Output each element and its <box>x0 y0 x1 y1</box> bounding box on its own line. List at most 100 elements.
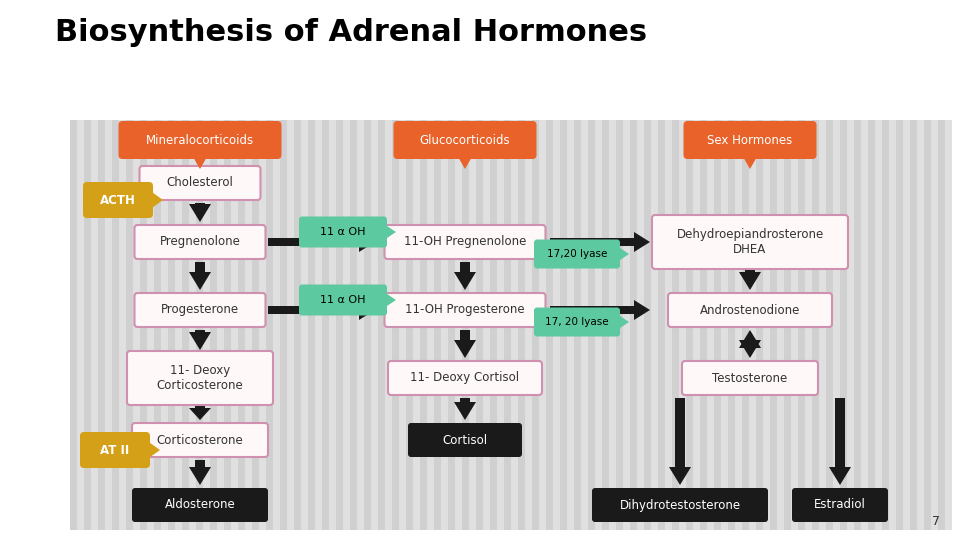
Polygon shape <box>829 467 851 485</box>
Text: Sex Hormones: Sex Hormones <box>708 133 793 146</box>
Bar <box>392 120 399 530</box>
Bar <box>550 238 634 246</box>
Bar <box>350 120 357 530</box>
Bar <box>460 330 470 340</box>
Bar <box>217 120 224 530</box>
Bar <box>231 120 238 530</box>
Bar <box>336 120 343 530</box>
Text: Cholesterol: Cholesterol <box>167 177 233 190</box>
Text: Aldosterone: Aldosterone <box>164 498 235 511</box>
Bar <box>238 120 245 530</box>
FancyBboxPatch shape <box>792 488 888 522</box>
FancyBboxPatch shape <box>385 225 545 259</box>
Bar <box>700 120 707 530</box>
Polygon shape <box>359 232 375 252</box>
Polygon shape <box>739 272 761 290</box>
Bar <box>637 120 644 530</box>
Bar <box>504 120 511 530</box>
Bar <box>833 120 840 530</box>
FancyBboxPatch shape <box>134 225 266 259</box>
Polygon shape <box>189 408 211 420</box>
Bar <box>749 120 756 530</box>
Bar <box>868 120 875 530</box>
FancyBboxPatch shape <box>652 215 848 269</box>
Bar <box>133 120 140 530</box>
Bar <box>280 120 287 530</box>
Bar <box>154 120 161 530</box>
Bar <box>448 120 455 530</box>
Bar <box>105 120 112 530</box>
Polygon shape <box>189 467 211 485</box>
Polygon shape <box>617 314 629 330</box>
Text: 11- Deoxy
Corticosterone: 11- Deoxy Corticosterone <box>156 364 244 392</box>
FancyBboxPatch shape <box>118 121 281 159</box>
Bar <box>315 120 322 530</box>
Bar <box>567 120 574 530</box>
Text: Estradiol: Estradiol <box>814 498 866 511</box>
Bar <box>469 120 476 530</box>
Bar <box>588 120 595 530</box>
Text: Cortisol: Cortisol <box>443 434 488 447</box>
FancyBboxPatch shape <box>134 293 266 327</box>
Bar <box>623 120 630 530</box>
Bar <box>168 120 175 530</box>
Bar <box>322 120 329 530</box>
Text: AT II: AT II <box>101 443 130 456</box>
Polygon shape <box>739 340 761 358</box>
FancyBboxPatch shape <box>299 217 387 247</box>
Polygon shape <box>634 232 650 252</box>
Bar <box>945 120 952 530</box>
Bar <box>245 120 252 530</box>
FancyBboxPatch shape <box>668 293 832 327</box>
Bar <box>441 120 448 530</box>
Polygon shape <box>384 224 396 240</box>
Bar <box>742 120 749 530</box>
FancyBboxPatch shape <box>139 166 260 200</box>
Bar <box>735 120 742 530</box>
Bar <box>721 120 728 530</box>
Bar <box>644 120 651 530</box>
Bar <box>287 120 294 530</box>
Polygon shape <box>189 272 211 290</box>
Bar <box>728 120 735 530</box>
Bar <box>413 120 420 530</box>
Bar <box>294 120 301 530</box>
FancyBboxPatch shape <box>80 432 150 468</box>
Bar <box>791 120 798 530</box>
Bar <box>196 120 203 530</box>
Bar <box>686 120 693 530</box>
Bar <box>77 120 84 530</box>
Bar <box>525 120 532 530</box>
Bar <box>756 120 763 530</box>
Bar <box>511 120 518 530</box>
FancyBboxPatch shape <box>394 121 537 159</box>
Bar <box>826 120 833 530</box>
Polygon shape <box>742 155 758 169</box>
FancyBboxPatch shape <box>388 361 542 395</box>
Bar <box>195 330 205 332</box>
Bar <box>210 120 217 530</box>
Bar <box>385 120 392 530</box>
Bar <box>147 120 154 530</box>
Polygon shape <box>739 330 761 348</box>
Bar <box>91 120 98 530</box>
Text: ACTH: ACTH <box>100 193 136 206</box>
Bar <box>763 120 770 530</box>
Bar <box>268 306 359 314</box>
Bar <box>910 120 917 530</box>
Polygon shape <box>454 402 476 420</box>
Bar <box>805 120 812 530</box>
Bar <box>195 262 205 272</box>
Polygon shape <box>454 340 476 358</box>
Bar <box>882 120 889 530</box>
Bar <box>938 120 945 530</box>
Polygon shape <box>189 204 211 222</box>
Text: Dehydroepiandrosterone
DHEA: Dehydroepiandrosterone DHEA <box>677 228 824 256</box>
Bar <box>357 120 364 530</box>
Text: 11-OH Progesterone: 11-OH Progesterone <box>405 303 525 316</box>
Polygon shape <box>149 190 163 210</box>
Bar <box>616 120 623 530</box>
Bar <box>119 120 126 530</box>
Bar <box>532 120 539 530</box>
Bar <box>651 120 658 530</box>
